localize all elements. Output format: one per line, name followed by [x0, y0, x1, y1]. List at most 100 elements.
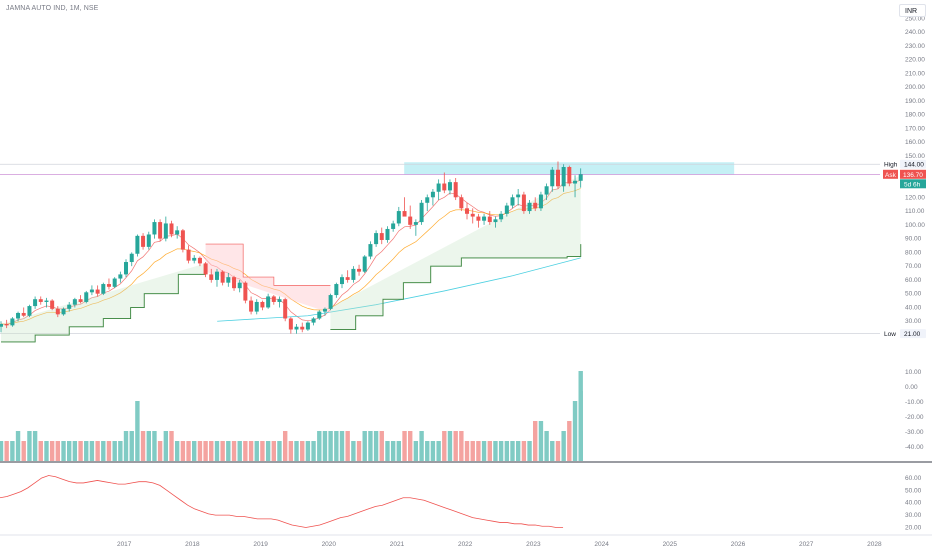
- volume-bar: [192, 441, 197, 461]
- volume-bar: [413, 441, 419, 461]
- time-axis-tick: 2024: [594, 541, 609, 548]
- volume-bar: [197, 441, 203, 461]
- volume-bar: [32, 431, 38, 461]
- candle-body: [538, 194, 543, 209]
- oscillator-line: [0, 475, 564, 528]
- candle-body: [305, 322, 310, 330]
- volume-bar: [186, 441, 191, 461]
- volume-bar: [106, 441, 112, 461]
- volume-bar: [578, 431, 583, 461]
- candle-body: [106, 284, 111, 287]
- volume-bar: [10, 441, 15, 461]
- candle-body: [271, 296, 276, 302]
- uptrend-fill-1: [1, 263, 206, 342]
- price-axis-tick: 180.00: [905, 112, 925, 119]
- price-axis-tick: 190.00: [905, 98, 925, 105]
- candle-body: [169, 223, 174, 235]
- volume-bar: [362, 431, 367, 461]
- volume-bar: [453, 431, 458, 461]
- low-tag-value: 21.00: [904, 331, 921, 338]
- volume-bar: [419, 431, 424, 461]
- time-axis-tick: 2023: [526, 541, 541, 548]
- volume-bar: [561, 431, 566, 461]
- volume-bar: [544, 431, 549, 461]
- candle-body: [129, 253, 134, 263]
- candle-body: [141, 235, 146, 247]
- candle-body: [351, 268, 356, 280]
- candle-body: [237, 282, 242, 289]
- low-tag-label: Low: [884, 331, 896, 338]
- candle-body: [135, 235, 140, 254]
- candle-body: [402, 211, 407, 217]
- ask-label-bg: [883, 169, 898, 179]
- candle-body: [578, 174, 583, 181]
- candle-body: [521, 194, 526, 212]
- volume-bar: [402, 431, 407, 461]
- volume-bar: [487, 441, 492, 461]
- price-axis-tick: 200.00: [905, 84, 925, 91]
- volume-bar: [169, 431, 174, 461]
- volume-bar: [305, 441, 311, 461]
- volume-bar: [72, 441, 78, 461]
- volume-bar: [459, 431, 464, 461]
- ask-value-bg: [900, 169, 926, 179]
- volume-bar: [226, 441, 231, 461]
- candle-body: [516, 194, 521, 198]
- candle-body: [499, 213, 504, 220]
- candle-body: [357, 268, 362, 272]
- volume-bar: [578, 391, 583, 461]
- price-axis-tick: 120.00: [905, 194, 925, 201]
- volume-bar: [368, 431, 373, 461]
- volume-bar: [447, 431, 453, 461]
- volume-bar: [44, 441, 49, 461]
- volume-bar: [174, 441, 180, 461]
- volume-bar: [311, 441, 316, 461]
- volume-bar: [27, 431, 32, 461]
- uptrend-fill-2: [330, 175, 581, 330]
- candle-body: [533, 202, 538, 209]
- candle-body: [21, 312, 26, 316]
- candle-body: [33, 299, 38, 307]
- currency-selector[interactable]: INR: [899, 4, 926, 17]
- volume-bar: [123, 431, 129, 461]
- time-axis-tick: 2021: [390, 541, 405, 548]
- candle-body: [254, 301, 259, 312]
- candle-body: [175, 230, 180, 235]
- volume-bar: [515, 441, 521, 461]
- time-axis-tick: 2027: [799, 541, 814, 548]
- volume-bar: [555, 441, 561, 461]
- volume-bar: [373, 431, 379, 461]
- candle-body: [260, 301, 265, 308]
- candle-body: [470, 213, 475, 217]
- candle-body: [419, 202, 424, 223]
- volume-bar: [61, 441, 66, 461]
- volume-bar: [476, 441, 481, 461]
- candle-body: [220, 271, 225, 283]
- volume-bar: [322, 431, 328, 461]
- volume-bar: [203, 441, 208, 461]
- volume-bar: [277, 441, 282, 461]
- volume-bar: [21, 441, 26, 461]
- volume-bar: [78, 441, 83, 461]
- downtrend-fill: [205, 244, 331, 313]
- volume-bar: [572, 401, 578, 461]
- candle-body: [89, 289, 94, 293]
- volume-bar: [538, 421, 544, 461]
- volume-bar: [328, 431, 333, 461]
- price-axis-tick: 30.00: [905, 318, 922, 325]
- candle-body: [61, 308, 66, 315]
- price-axis-tick: 150.00: [905, 153, 925, 160]
- candle-body: [544, 186, 549, 195]
- volume-bar: [527, 441, 532, 461]
- candle-body: [112, 278, 117, 287]
- price-axis-tick: 60.00: [905, 277, 922, 284]
- volume-bar: [55, 441, 61, 461]
- volume-bar: [112, 441, 117, 461]
- candle-body: [408, 216, 413, 225]
- candle-body: [573, 180, 578, 184]
- candle-body: [232, 277, 237, 289]
- candle-body: [277, 299, 282, 302]
- candle-body: [334, 284, 339, 296]
- candle-body: [192, 257, 197, 261]
